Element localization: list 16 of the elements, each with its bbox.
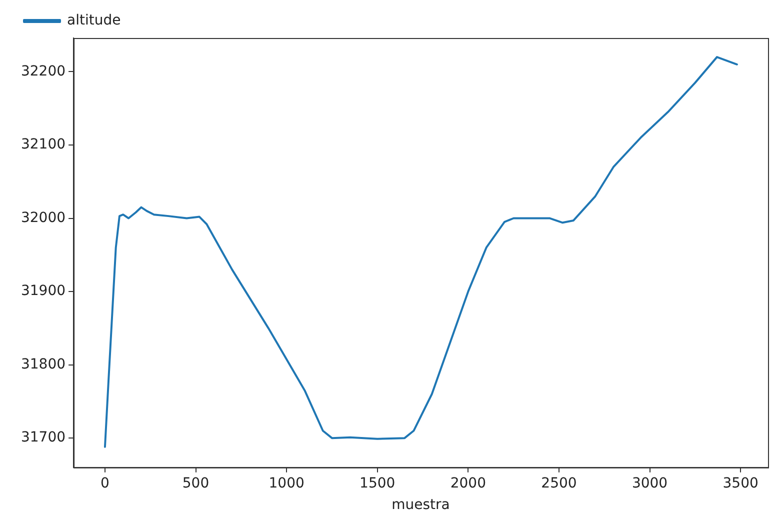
y-tick-label: 31800 <box>20 356 66 372</box>
y-tick-label: 32100 <box>20 136 66 153</box>
y-tick-label: 31700 <box>20 430 66 446</box>
x-tick-label: 2500 <box>541 475 577 492</box>
y-tick-label: 31900 <box>20 283 66 300</box>
legend-label: altitude <box>67 12 121 29</box>
x-axis-title: muestra <box>392 497 450 514</box>
x-tick-label: 500 <box>182 475 210 492</box>
y-tick-label: 32000 <box>20 210 66 226</box>
y-tick-label: 32200 <box>20 63 66 80</box>
x-tick-label: 3000 <box>632 475 668 492</box>
x-tick-label: 1000 <box>268 475 304 492</box>
x-tick-label: 3500 <box>722 475 758 492</box>
x-tick-label: 0 <box>100 475 110 492</box>
x-tick-label: 2000 <box>450 475 486 492</box>
x-tick-label: 1500 <box>360 475 396 492</box>
